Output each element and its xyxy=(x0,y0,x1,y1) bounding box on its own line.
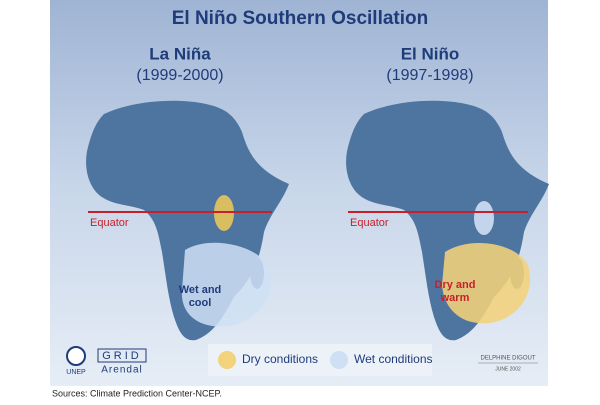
logos: UNEP GRID Arendal xyxy=(66,346,147,376)
arendal-label: Arendal xyxy=(101,365,142,376)
legend-swatch xyxy=(330,351,348,369)
legend-label: Dry conditions xyxy=(242,352,318,366)
grid-box xyxy=(97,348,147,363)
panel-title: El Niño xyxy=(401,44,460,63)
region-label-box: Dry and warm xyxy=(434,279,476,304)
legend-swatch xyxy=(218,351,236,369)
dry-area xyxy=(442,243,531,324)
panel-el-nino: El Niño (1997-1998) Equator Dry and warm xyxy=(346,44,549,341)
wet-area xyxy=(181,242,271,327)
legend: Dry conditions Wet conditions xyxy=(208,344,433,376)
source: Sources: Climate Prediction Center-NCEP. xyxy=(52,388,222,398)
legend-box xyxy=(208,344,432,376)
wet-area xyxy=(474,201,494,235)
unep-emblem xyxy=(66,346,86,366)
equator-label: Equator xyxy=(90,217,129,229)
unep-label: UNEP xyxy=(66,369,86,376)
panel-title: La Niña xyxy=(149,44,211,63)
title: El Niño Southern Oscillation xyxy=(172,8,429,29)
panel-period: (1997-1998) xyxy=(386,67,473,84)
region-label: Wet and cool xyxy=(178,284,222,309)
region-label-box: Wet and cool xyxy=(178,284,222,309)
legend-label: Wet conditions xyxy=(354,352,433,366)
region-label: Dry and warm xyxy=(434,279,476,304)
grid-label: GRID xyxy=(102,350,142,362)
panel-period: (1999-2000) xyxy=(136,67,223,84)
panel-la-nina: La Niña (1999-2000) Equator Wet and cool xyxy=(86,44,289,341)
date: JUNE 2002 xyxy=(495,366,521,372)
author: DELPHINE DIGOUT xyxy=(480,356,535,362)
equator-label: Equator xyxy=(350,217,389,229)
